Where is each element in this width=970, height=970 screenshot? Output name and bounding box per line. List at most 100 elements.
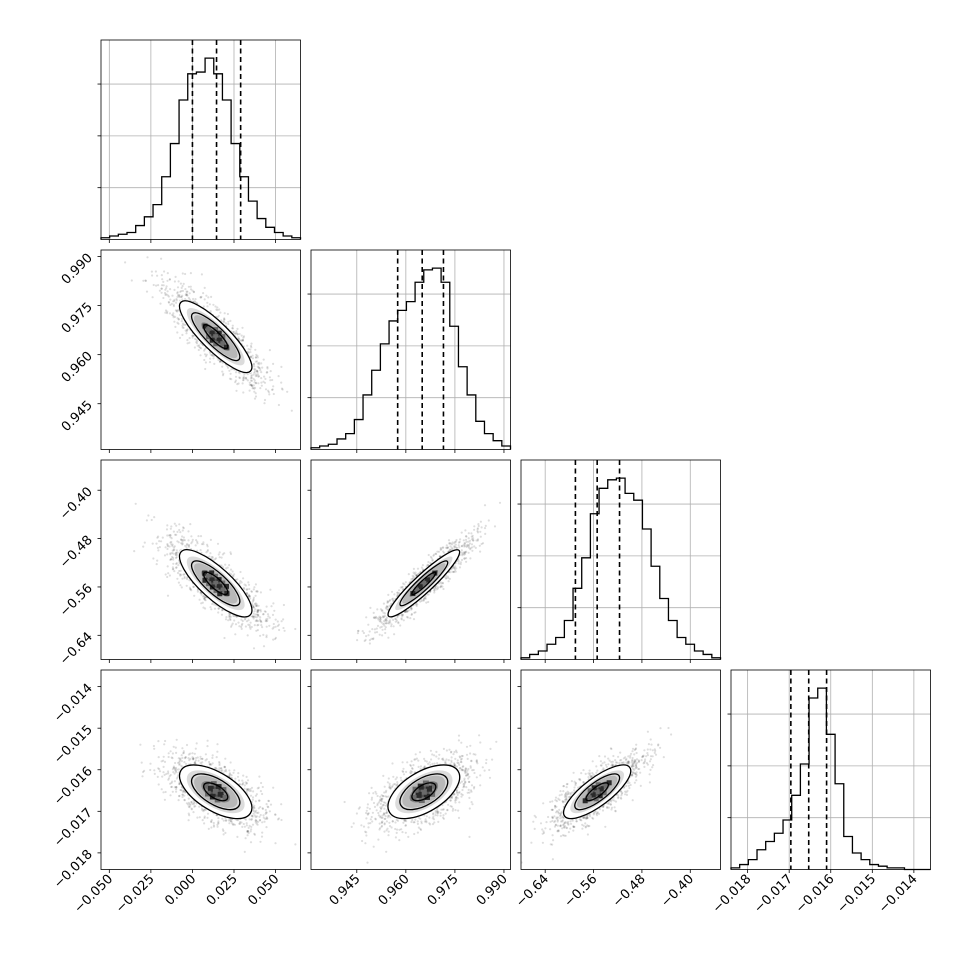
scatter-point: [263, 398, 267, 402]
scatter-point: [414, 611, 417, 614]
scatter-point: [160, 287, 163, 290]
scatter-point: [256, 590, 259, 593]
scatter-point: [234, 371, 238, 374]
scatter-point: [204, 599, 207, 602]
scatter-point: [421, 564, 424, 567]
density-cell: [223, 344, 229, 350]
scatter-point: [272, 602, 275, 605]
scatter-point: [421, 568, 424, 571]
scatter-point: [269, 803, 273, 806]
scatter-point: [215, 308, 218, 311]
scatter-point: [199, 346, 202, 349]
scatter-point: [172, 562, 175, 565]
scatter-point: [272, 626, 275, 629]
scatter-point: [471, 534, 474, 538]
scatter-point: [158, 289, 161, 292]
scatter-point: [196, 542, 199, 545]
scatter-point: [409, 617, 412, 620]
scatter-point: [265, 625, 268, 628]
scatter-point: [241, 825, 244, 829]
scatter-point: [228, 772, 231, 775]
scatter-point: [439, 585, 442, 588]
density-cell: [414, 587, 420, 593]
scatter-point: [166, 545, 170, 548]
scatter-point: [166, 543, 169, 546]
scatter-point: [158, 546, 161, 549]
scatter-point: [239, 339, 242, 342]
scatter-point: [162, 280, 165, 283]
scatter-point: [255, 374, 258, 377]
scatter-point: [385, 622, 388, 625]
scatter-point: [252, 373, 255, 376]
density-cell: [428, 574, 434, 580]
scatter-point: [253, 806, 256, 810]
scatter-point: [241, 339, 245, 342]
scatter-point: [162, 284, 165, 287]
scatter-point: [224, 563, 227, 566]
scatter-point: [185, 546, 188, 549]
scatter-point: [180, 764, 183, 767]
scatter-point: [427, 564, 430, 567]
scatter-point: [430, 557, 433, 560]
scatter-point: [250, 379, 254, 382]
histogram-steps: [100, 57, 302, 240]
scatter-point: [460, 544, 463, 548]
scatter-point: [205, 551, 208, 554]
scatter-point: [256, 624, 259, 627]
scatter-point: [242, 577, 245, 580]
scatter-point: [255, 793, 258, 796]
scatter-point: [382, 615, 385, 618]
scatter-point: [229, 551, 232, 554]
scatter-point: [387, 636, 390, 639]
scatter-point: [441, 581, 444, 585]
scatter-point: [256, 611, 259, 614]
scatter-point: [245, 588, 248, 591]
scatter-point: [191, 752, 194, 755]
scatter-point: [174, 552, 177, 555]
scatter-point: [175, 562, 178, 565]
scatter-point: [261, 785, 264, 789]
contour-line: [178, 300, 253, 374]
scatter-point: [484, 524, 487, 528]
scatter-point: [458, 546, 461, 549]
scatter-point: [174, 770, 177, 773]
scatter-point: [235, 389, 238, 392]
scatter-point: [186, 542, 189, 546]
scatter-point: [255, 353, 258, 356]
scatter-point: [227, 819, 230, 822]
scatter-point: [419, 600, 422, 603]
panel-frame: [100, 249, 301, 450]
scatter-point: [195, 742, 198, 745]
scatter-point: [434, 552, 437, 555]
scatter-point: [252, 806, 255, 809]
scatter-point: [188, 579, 191, 582]
scatter-point: [166, 294, 169, 297]
scatter-point: [181, 577, 184, 580]
scatter-point: [407, 573, 410, 576]
scatter-point: [169, 773, 172, 777]
density-cell: [216, 337, 222, 343]
scatter-point: [258, 618, 262, 621]
scatter-point: [266, 619, 269, 622]
scatter-point: [178, 294, 181, 298]
scatter-point: [248, 587, 251, 591]
scatter-point: [242, 822, 245, 826]
scatter-point: [272, 638, 275, 641]
scatter-point: [256, 356, 259, 359]
scatter-point: [191, 538, 194, 541]
scatter-point: [380, 621, 383, 624]
scatter-point: [176, 295, 179, 298]
scatter-point: [437, 550, 441, 553]
scatter-point: [463, 545, 466, 548]
scatter-point: [453, 570, 456, 573]
scatter-point: [272, 362, 275, 365]
scatter-point: [234, 381, 237, 384]
scatter-point: [220, 767, 223, 770]
scatter-point: [166, 575, 169, 579]
scatter-point: [237, 336, 240, 339]
scatter-point: [175, 299, 178, 302]
scatter-point: [170, 302, 173, 305]
scatter-point: [222, 372, 225, 375]
scatter-point: [259, 634, 262, 637]
scatter-point: [393, 633, 396, 636]
